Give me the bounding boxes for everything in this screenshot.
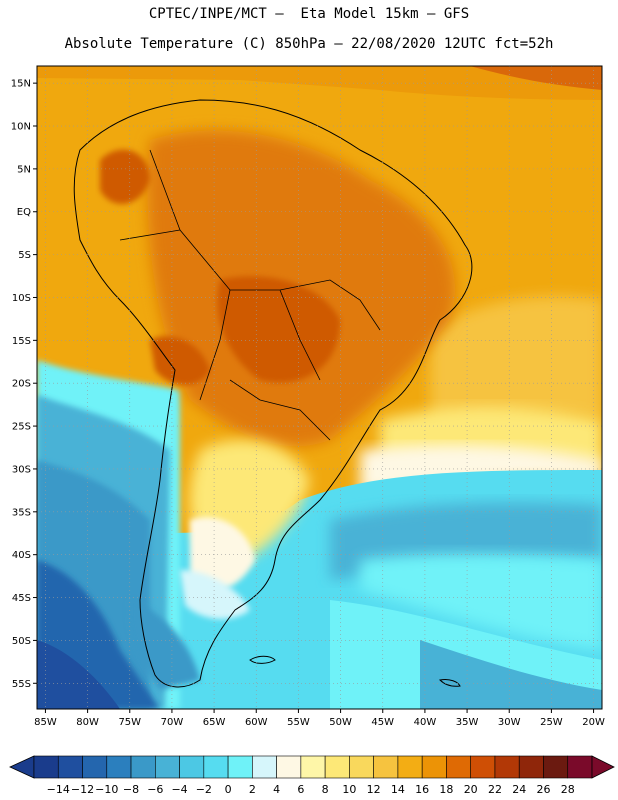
colorbar-label: 26 bbox=[536, 783, 550, 796]
colorbar-label: 20 bbox=[464, 783, 478, 796]
colorbar-label: 4 bbox=[273, 783, 280, 796]
x-tick-label: 65W bbox=[203, 717, 226, 728]
x-tick-label: 55W bbox=[287, 717, 310, 728]
chart-subtitle: Absolute Temperature (C) 850hPa – 22/08/… bbox=[64, 36, 554, 52]
field-pacific-darkest bbox=[37, 640, 120, 709]
colorbar-label: 10 bbox=[342, 783, 356, 796]
field-patagonia-cream bbox=[190, 517, 255, 591]
field-atlantic-yellow bbox=[430, 296, 602, 440]
x-tick-label: 30W bbox=[498, 717, 521, 728]
x-tick-label: 60W bbox=[245, 717, 268, 728]
colorbar-swatch bbox=[446, 755, 471, 779]
y-tick-label: 10S bbox=[12, 293, 31, 304]
colorbar-swatch bbox=[494, 755, 520, 779]
coastline bbox=[73, 99, 473, 688]
field-chaco-hot bbox=[150, 336, 210, 385]
latitude-ticks: 15N 10N 5N EQ 5S 10S 15S 20S 25S 30S 35S 40S 45S 50S 5… bbox=[11, 79, 37, 690]
y-tick-label: 5S bbox=[18, 250, 31, 261]
country-borders bbox=[119, 149, 381, 441]
colorbar-swatch bbox=[567, 755, 593, 779]
colorbar-swatch bbox=[130, 755, 156, 779]
colorbar-swatch bbox=[179, 755, 205, 779]
colorbar-swatch bbox=[543, 755, 569, 779]
colorbar-label: 24 bbox=[512, 783, 526, 796]
field-southeast-blue bbox=[420, 640, 602, 709]
chart-title: CPTEC/INPE/MCT – Eta Model 15km – GFS bbox=[148, 6, 470, 22]
colorbar-swatch bbox=[82, 755, 108, 779]
colorbar-swatch bbox=[518, 755, 544, 779]
colorbar-label: −2 bbox=[196, 783, 212, 796]
x-tick-label: 85W bbox=[34, 717, 57, 728]
colorbar-swatch bbox=[33, 755, 59, 779]
y-tick-label: EQ bbox=[17, 207, 31, 218]
colorbar-label: 6 bbox=[297, 783, 304, 796]
y-tick-label: 35S bbox=[12, 507, 31, 518]
color-bar-legend: −14 −12 −10 −8 −6 −4 −2 0 2 4 6 8 10 12 14 16 18 20 22 24 26… bbox=[9, 755, 615, 796]
field-andes-north-hot bbox=[100, 149, 150, 204]
colorbar-swatch bbox=[421, 755, 447, 779]
colorbar-label: 14 bbox=[391, 783, 405, 796]
field-caribbean-hot bbox=[470, 66, 602, 90]
x-tick-label: 40W bbox=[414, 717, 437, 728]
field-continent-hot bbox=[217, 276, 340, 383]
longitude-ticks: 85W 80W 75W 70W 65W 60W 55W 50W 45W 40W 35W 30W 25W 2… bbox=[34, 709, 605, 728]
colorbar-label: 12 bbox=[367, 783, 381, 796]
colorbar-label: −6 bbox=[147, 783, 163, 796]
y-tick-label: 50S bbox=[12, 636, 31, 647]
colorbar-swatch bbox=[57, 755, 83, 779]
colorbar-label: 16 bbox=[415, 783, 429, 796]
colorbar-label: −8 bbox=[123, 783, 139, 796]
x-tick-label: 80W bbox=[76, 717, 99, 728]
colorbar-swatch bbox=[252, 755, 277, 779]
colorbar-swatch bbox=[397, 755, 423, 779]
south-georgia-island bbox=[438, 679, 461, 687]
colorbar-swatch bbox=[227, 755, 253, 779]
y-tick-label: 55S bbox=[12, 679, 31, 690]
colorbar-swatch bbox=[373, 755, 399, 779]
x-tick-label: 25W bbox=[540, 717, 563, 728]
colorbar-label: −14 bbox=[47, 783, 70, 796]
colorbar-above-arrow bbox=[591, 755, 615, 779]
colorbar-label: 18 bbox=[439, 783, 453, 796]
x-tick-label: 75W bbox=[118, 717, 141, 728]
y-tick-label: 15N bbox=[11, 79, 31, 90]
field-patagonia-pale bbox=[180, 570, 250, 620]
y-tick-label: 40S bbox=[12, 550, 31, 561]
field-cyan-band bbox=[360, 554, 602, 650]
colorbar-label: −12 bbox=[71, 783, 94, 796]
colorbar-swatch bbox=[300, 755, 326, 779]
y-tick-label: 10N bbox=[11, 122, 31, 133]
colorbar-below-arrow bbox=[9, 755, 35, 779]
colorbar-swatch bbox=[106, 755, 132, 779]
colorbar-swatch bbox=[155, 755, 180, 779]
colorbar-label: −4 bbox=[171, 783, 187, 796]
colorbar-label: 0 bbox=[225, 783, 232, 796]
y-tick-label: 25S bbox=[12, 422, 31, 433]
x-tick-label: 35W bbox=[456, 717, 479, 728]
colorbar-swatch bbox=[470, 755, 496, 779]
y-tick-label: 20S bbox=[12, 379, 31, 390]
colorbar-swatch bbox=[349, 755, 374, 779]
colorbar-swatch bbox=[276, 755, 302, 779]
y-tick-label: 15S bbox=[12, 336, 31, 347]
y-tick-label: 5N bbox=[17, 164, 31, 175]
temperature-field bbox=[37, 66, 602, 709]
x-tick-label: 50W bbox=[329, 717, 352, 728]
x-tick-label: 20W bbox=[582, 717, 605, 728]
colorbar-label: 8 bbox=[322, 783, 329, 796]
map-frame bbox=[36, 65, 603, 710]
colorbar-label: 28 bbox=[561, 783, 575, 796]
colorbar-label: −10 bbox=[95, 783, 118, 796]
colorbar-swatch bbox=[203, 755, 229, 779]
field-north-band bbox=[37, 66, 602, 100]
y-tick-label: 30S bbox=[12, 464, 31, 475]
field-tierra-cold bbox=[129, 600, 200, 690]
colorbar-label: 2 bbox=[249, 783, 256, 796]
x-tick-label: 45W bbox=[371, 717, 394, 728]
colorbar-swatch bbox=[324, 755, 350, 779]
colorbar-label: 22 bbox=[488, 783, 502, 796]
y-tick-label: 45S bbox=[12, 593, 31, 604]
x-tick-label: 70W bbox=[161, 717, 184, 728]
